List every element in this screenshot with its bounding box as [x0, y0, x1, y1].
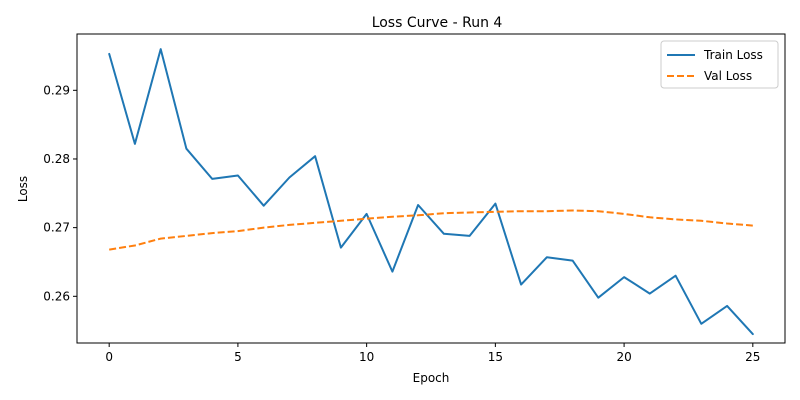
legend: Train Loss Val Loss	[660, 40, 779, 89]
y-tick-label: 0.29	[43, 83, 70, 97]
x-tick-label: 25	[745, 350, 760, 364]
legend-label: Val Loss	[704, 69, 752, 83]
plot-frame	[76, 33, 786, 344]
chart-title: Loss Curve - Run 4	[372, 15, 503, 31]
x-tick-label: 10	[359, 350, 374, 364]
legend-label: Train Loss	[703, 48, 763, 62]
x-axis: 0 5 10 15 20 25	[105, 343, 760, 364]
x-tick-label: 15	[488, 350, 503, 364]
series-line-val-loss	[109, 209, 753, 251]
series-line-train-loss	[108, 48, 754, 336]
y-tick-label: 0.27	[43, 221, 70, 235]
y-axis-label: Loss	[16, 176, 30, 202]
y-axis: 0.26 0.27 0.28 0.29	[43, 83, 77, 303]
x-axis-label: Epoch	[413, 371, 450, 385]
x-tick-label: 5	[234, 350, 242, 364]
x-tick-label: 0	[105, 350, 113, 364]
series-layer	[108, 48, 754, 336]
x-tick-label: 20	[616, 350, 631, 364]
y-tick-label: 0.26	[43, 289, 70, 303]
y-tick-label: 0.28	[43, 152, 70, 166]
